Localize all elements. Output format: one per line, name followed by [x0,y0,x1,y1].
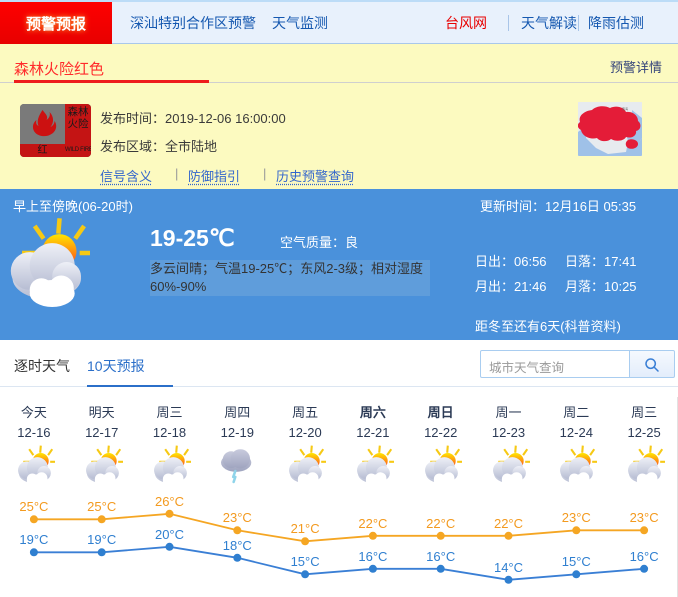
svg-text:南海: 南海 [622,106,628,111]
